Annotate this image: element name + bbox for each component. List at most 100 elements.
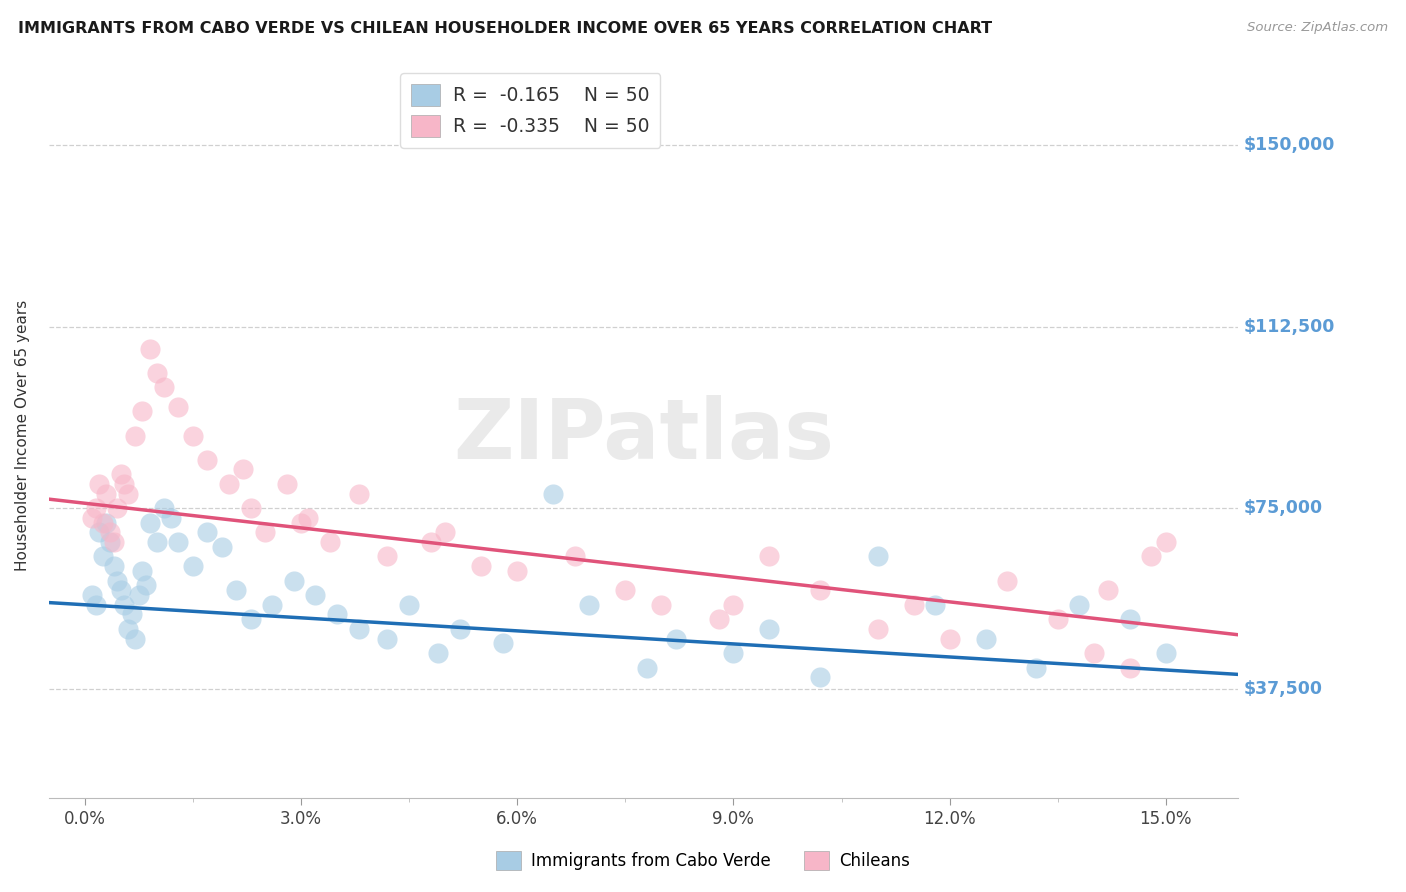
Point xyxy=(564,549,586,564)
Point xyxy=(1140,549,1163,564)
Point xyxy=(347,622,370,636)
Legend: Immigrants from Cabo Verde, Chileans: Immigrants from Cabo Verde, Chileans xyxy=(489,844,917,877)
Point xyxy=(195,452,218,467)
Point xyxy=(110,467,132,482)
Point xyxy=(938,632,960,646)
Point xyxy=(1025,660,1047,674)
Point xyxy=(866,622,889,636)
Point xyxy=(650,598,672,612)
Point xyxy=(153,380,176,394)
Point xyxy=(112,598,135,612)
Point xyxy=(146,366,169,380)
Point xyxy=(723,646,745,660)
Point xyxy=(225,583,247,598)
Point xyxy=(398,598,420,612)
Point xyxy=(974,632,997,646)
Text: $112,500: $112,500 xyxy=(1244,318,1336,335)
Point xyxy=(138,342,160,356)
Point xyxy=(138,516,160,530)
Point xyxy=(98,535,121,549)
Point xyxy=(91,549,114,564)
Y-axis label: Householder Income Over 65 years: Householder Income Over 65 years xyxy=(15,300,30,571)
Point xyxy=(1069,598,1091,612)
Point xyxy=(665,632,688,646)
Point xyxy=(96,486,118,500)
Point xyxy=(181,428,204,442)
Point xyxy=(80,510,103,524)
Point xyxy=(160,510,183,524)
Point xyxy=(117,486,139,500)
Point xyxy=(723,598,745,612)
Point xyxy=(124,428,146,442)
Point xyxy=(89,476,111,491)
Point xyxy=(319,535,342,549)
Point xyxy=(541,486,564,500)
Point xyxy=(128,588,150,602)
Point xyxy=(995,574,1018,588)
Point xyxy=(808,583,831,598)
Text: $37,500: $37,500 xyxy=(1244,681,1323,698)
Point xyxy=(1119,612,1142,626)
Point xyxy=(103,559,125,574)
Point xyxy=(903,598,925,612)
Point xyxy=(707,612,730,626)
Point xyxy=(578,598,600,612)
Point xyxy=(239,501,262,516)
Point xyxy=(426,646,449,660)
Point xyxy=(377,632,399,646)
Point xyxy=(866,549,889,564)
Point xyxy=(297,510,319,524)
Point xyxy=(84,501,107,516)
Point xyxy=(131,564,153,578)
Point xyxy=(211,540,233,554)
Point xyxy=(124,632,146,646)
Point xyxy=(1154,535,1177,549)
Point xyxy=(304,588,326,602)
Point xyxy=(377,549,399,564)
Point xyxy=(105,501,128,516)
Point xyxy=(105,574,128,588)
Point xyxy=(146,535,169,549)
Point xyxy=(232,462,254,476)
Point xyxy=(492,636,515,650)
Text: IMMIGRANTS FROM CABO VERDE VS CHILEAN HOUSEHOLDER INCOME OVER 65 YEARS CORRELATI: IMMIGRANTS FROM CABO VERDE VS CHILEAN HO… xyxy=(18,21,993,37)
Point xyxy=(103,535,125,549)
Text: Source: ZipAtlas.com: Source: ZipAtlas.com xyxy=(1247,21,1388,35)
Point xyxy=(89,525,111,540)
Point xyxy=(808,670,831,684)
Point xyxy=(924,598,946,612)
Point xyxy=(218,476,240,491)
Point xyxy=(347,486,370,500)
Point xyxy=(283,574,305,588)
Point xyxy=(758,622,780,636)
Legend: R =  -0.165    N = 50, R =  -0.335    N = 50: R = -0.165 N = 50, R = -0.335 N = 50 xyxy=(401,73,661,148)
Point xyxy=(290,516,312,530)
Point xyxy=(112,476,135,491)
Point xyxy=(758,549,780,564)
Point xyxy=(262,598,284,612)
Point xyxy=(131,404,153,418)
Point xyxy=(181,559,204,574)
Point xyxy=(276,476,298,491)
Text: $75,000: $75,000 xyxy=(1244,499,1323,517)
Point xyxy=(167,535,190,549)
Point xyxy=(1046,612,1069,626)
Point xyxy=(1083,646,1105,660)
Point xyxy=(110,583,132,598)
Point xyxy=(1154,646,1177,660)
Point xyxy=(84,598,107,612)
Point xyxy=(135,578,157,592)
Point xyxy=(614,583,637,598)
Point xyxy=(1119,660,1142,674)
Point xyxy=(96,516,118,530)
Point xyxy=(117,622,139,636)
Point xyxy=(419,535,441,549)
Point xyxy=(506,564,529,578)
Point xyxy=(167,400,190,414)
Point xyxy=(1097,583,1119,598)
Point xyxy=(153,501,176,516)
Point xyxy=(195,525,218,540)
Point xyxy=(239,612,262,626)
Point xyxy=(91,516,114,530)
Point xyxy=(449,622,471,636)
